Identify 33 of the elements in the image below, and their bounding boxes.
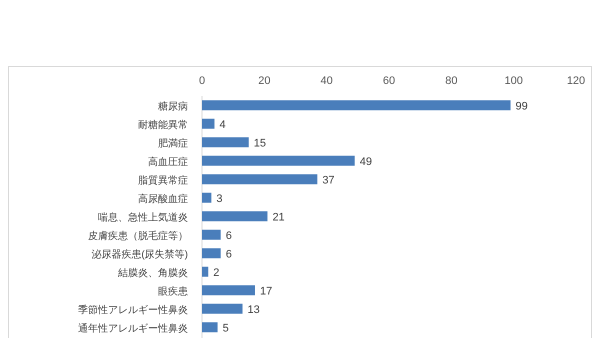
y-tick-label: 通年性アレルギー性鼻炎 xyxy=(78,322,188,334)
data-label: 99 xyxy=(516,100,528,112)
data-label: 5 xyxy=(222,322,229,334)
y-tick-label: 泌尿器疾患(尿失禁等) xyxy=(91,248,188,260)
y-tick-label: 耐糖能異常 xyxy=(138,118,188,131)
y-tick-label: 高尿酸血症 xyxy=(138,192,188,205)
data-label: 49 xyxy=(360,156,372,168)
x-tick-label: 60 xyxy=(382,75,396,87)
x-tick-label: 40 xyxy=(320,75,333,87)
x-tick-label: 80 xyxy=(445,75,458,87)
y-tick-label: 季節性アレルギー性鼻炎 xyxy=(78,304,188,316)
data-label: 17 xyxy=(260,285,272,298)
x-tick-label: 0 xyxy=(198,75,206,87)
x-tick-label: 100 xyxy=(504,75,523,87)
data-label: 4 xyxy=(219,118,226,131)
x-tick-label: 20 xyxy=(258,75,270,87)
x-tick-label: 120 xyxy=(566,75,586,87)
y-tick-label: 糖尿病 xyxy=(158,100,188,112)
data-label: 2 xyxy=(213,266,220,279)
y-tick-label: 脂質異常症 xyxy=(138,174,188,186)
data-label: 37 xyxy=(322,174,335,186)
y-tick-label: 皮膚疾患（脱毛症等） xyxy=(88,230,188,242)
data-label: 13 xyxy=(248,304,260,316)
y-tick-label: 高血圧症 xyxy=(148,156,188,168)
data-label: 6 xyxy=(226,248,232,260)
data-label: 15 xyxy=(254,137,266,150)
data-label: 21 xyxy=(272,211,285,224)
y-tick-label: 喘息、急性上気道炎 xyxy=(98,211,188,224)
data-label: 6 xyxy=(226,230,232,242)
y-tick-label: 眼疾患 xyxy=(158,285,188,298)
y-tick-label: 肥満症 xyxy=(158,137,188,150)
data-label: 3 xyxy=(216,192,222,205)
y-tick-label: 結膜炎、角膜炎 xyxy=(117,266,188,279)
